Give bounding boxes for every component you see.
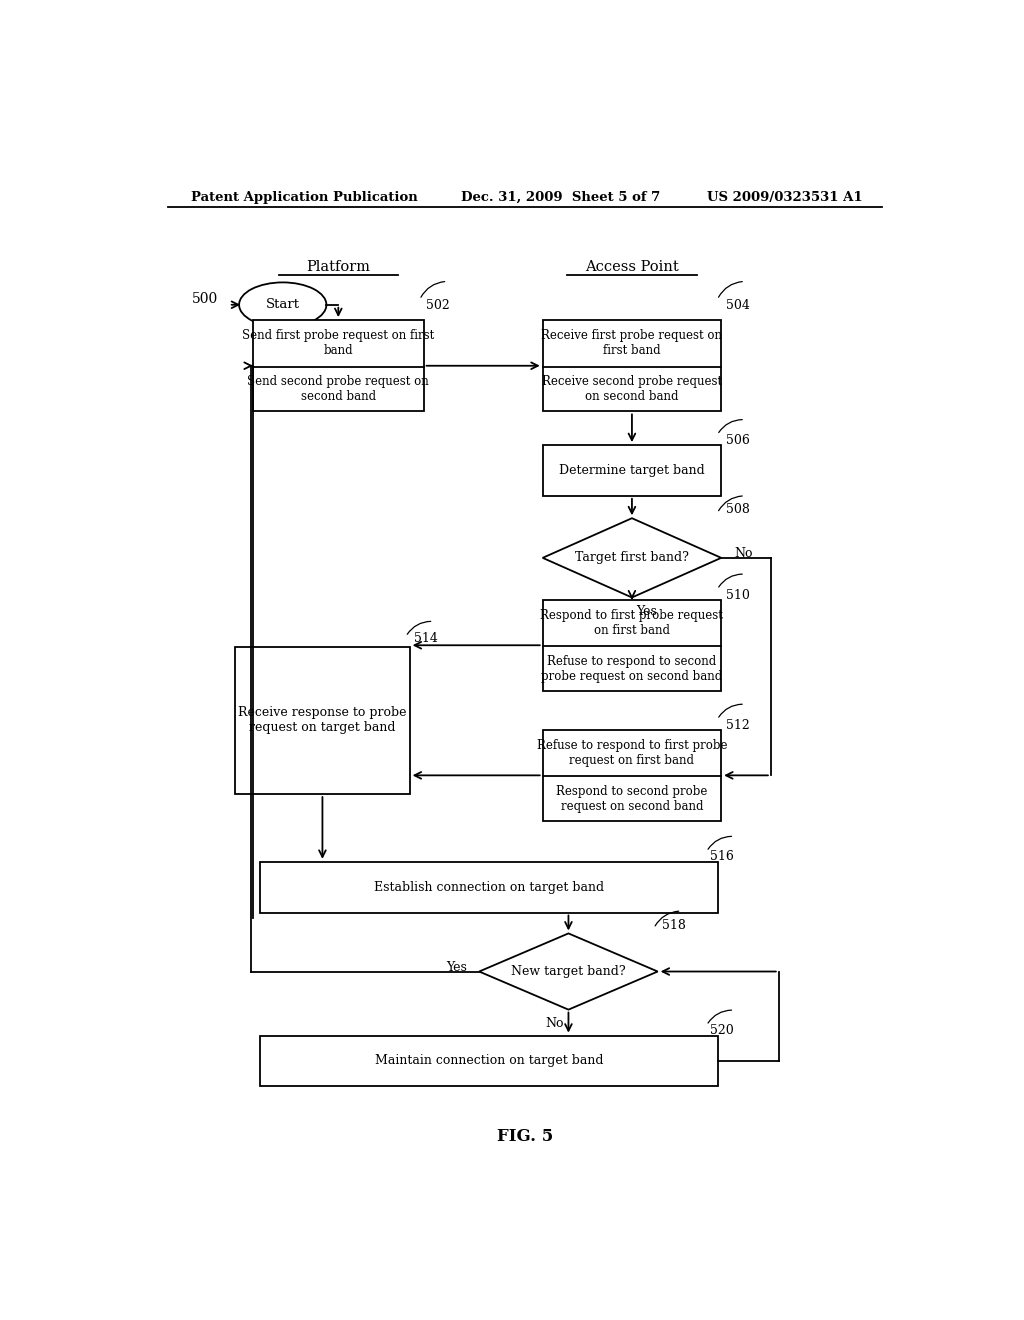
FancyBboxPatch shape <box>253 319 424 412</box>
FancyBboxPatch shape <box>543 599 721 690</box>
Text: Establish connection on target band: Establish connection on target band <box>374 880 604 894</box>
Text: 504: 504 <box>726 300 750 313</box>
Text: Target first band?: Target first band? <box>575 552 689 565</box>
Text: 508: 508 <box>726 503 750 516</box>
FancyBboxPatch shape <box>260 862 719 912</box>
Text: 512: 512 <box>726 719 750 733</box>
Text: 514: 514 <box>414 632 437 644</box>
Polygon shape <box>543 519 721 598</box>
Text: Receive response to probe
request on target band: Receive response to probe request on tar… <box>239 706 407 734</box>
Text: Dec. 31, 2009  Sheet 5 of 7: Dec. 31, 2009 Sheet 5 of 7 <box>461 190 660 203</box>
Text: No: No <box>545 1018 563 1031</box>
Text: 518: 518 <box>663 919 686 932</box>
Text: Refuse to respond to second
probe request on second band: Refuse to respond to second probe reques… <box>542 655 723 682</box>
Text: 516: 516 <box>710 850 733 863</box>
Text: 500: 500 <box>191 292 218 306</box>
FancyBboxPatch shape <box>236 647 410 795</box>
Text: Start: Start <box>266 298 300 312</box>
Text: 520: 520 <box>710 1024 733 1038</box>
Text: New target band?: New target band? <box>511 965 626 978</box>
Text: Yes: Yes <box>446 961 467 974</box>
Text: Send second probe request on
second band: Send second probe request on second band <box>248 375 429 403</box>
Text: FIG. 5: FIG. 5 <box>497 1127 553 1144</box>
Text: 510: 510 <box>726 589 750 602</box>
Text: Patent Application Publication: Patent Application Publication <box>191 190 418 203</box>
Text: 506: 506 <box>726 434 750 447</box>
Text: No: No <box>734 548 753 560</box>
Text: Receive second probe request
on second band: Receive second probe request on second b… <box>542 375 722 403</box>
Text: Access Point: Access Point <box>585 260 679 275</box>
FancyBboxPatch shape <box>543 730 721 821</box>
Text: Respond to second probe
request on second band: Respond to second probe request on secon… <box>556 784 708 813</box>
Text: Receive first probe request on
first band: Receive first probe request on first ban… <box>542 330 723 358</box>
Text: Send first probe request on first
band: Send first probe request on first band <box>243 330 434 358</box>
FancyBboxPatch shape <box>543 319 721 412</box>
Text: Maintain connection on target band: Maintain connection on target band <box>375 1055 603 1068</box>
Text: Refuse to respond to first probe
request on first band: Refuse to respond to first probe request… <box>537 739 727 767</box>
Text: Platform: Platform <box>306 260 371 275</box>
Polygon shape <box>479 933 657 1010</box>
Text: US 2009/0323531 A1: US 2009/0323531 A1 <box>708 190 863 203</box>
Text: Yes: Yes <box>636 605 656 618</box>
FancyBboxPatch shape <box>543 445 721 496</box>
Text: Respond to first probe request
on first band: Respond to first probe request on first … <box>541 609 723 636</box>
FancyBboxPatch shape <box>260 1036 719 1086</box>
Text: 502: 502 <box>426 300 450 313</box>
Text: Determine target band: Determine target band <box>559 463 705 477</box>
Ellipse shape <box>240 282 327 327</box>
